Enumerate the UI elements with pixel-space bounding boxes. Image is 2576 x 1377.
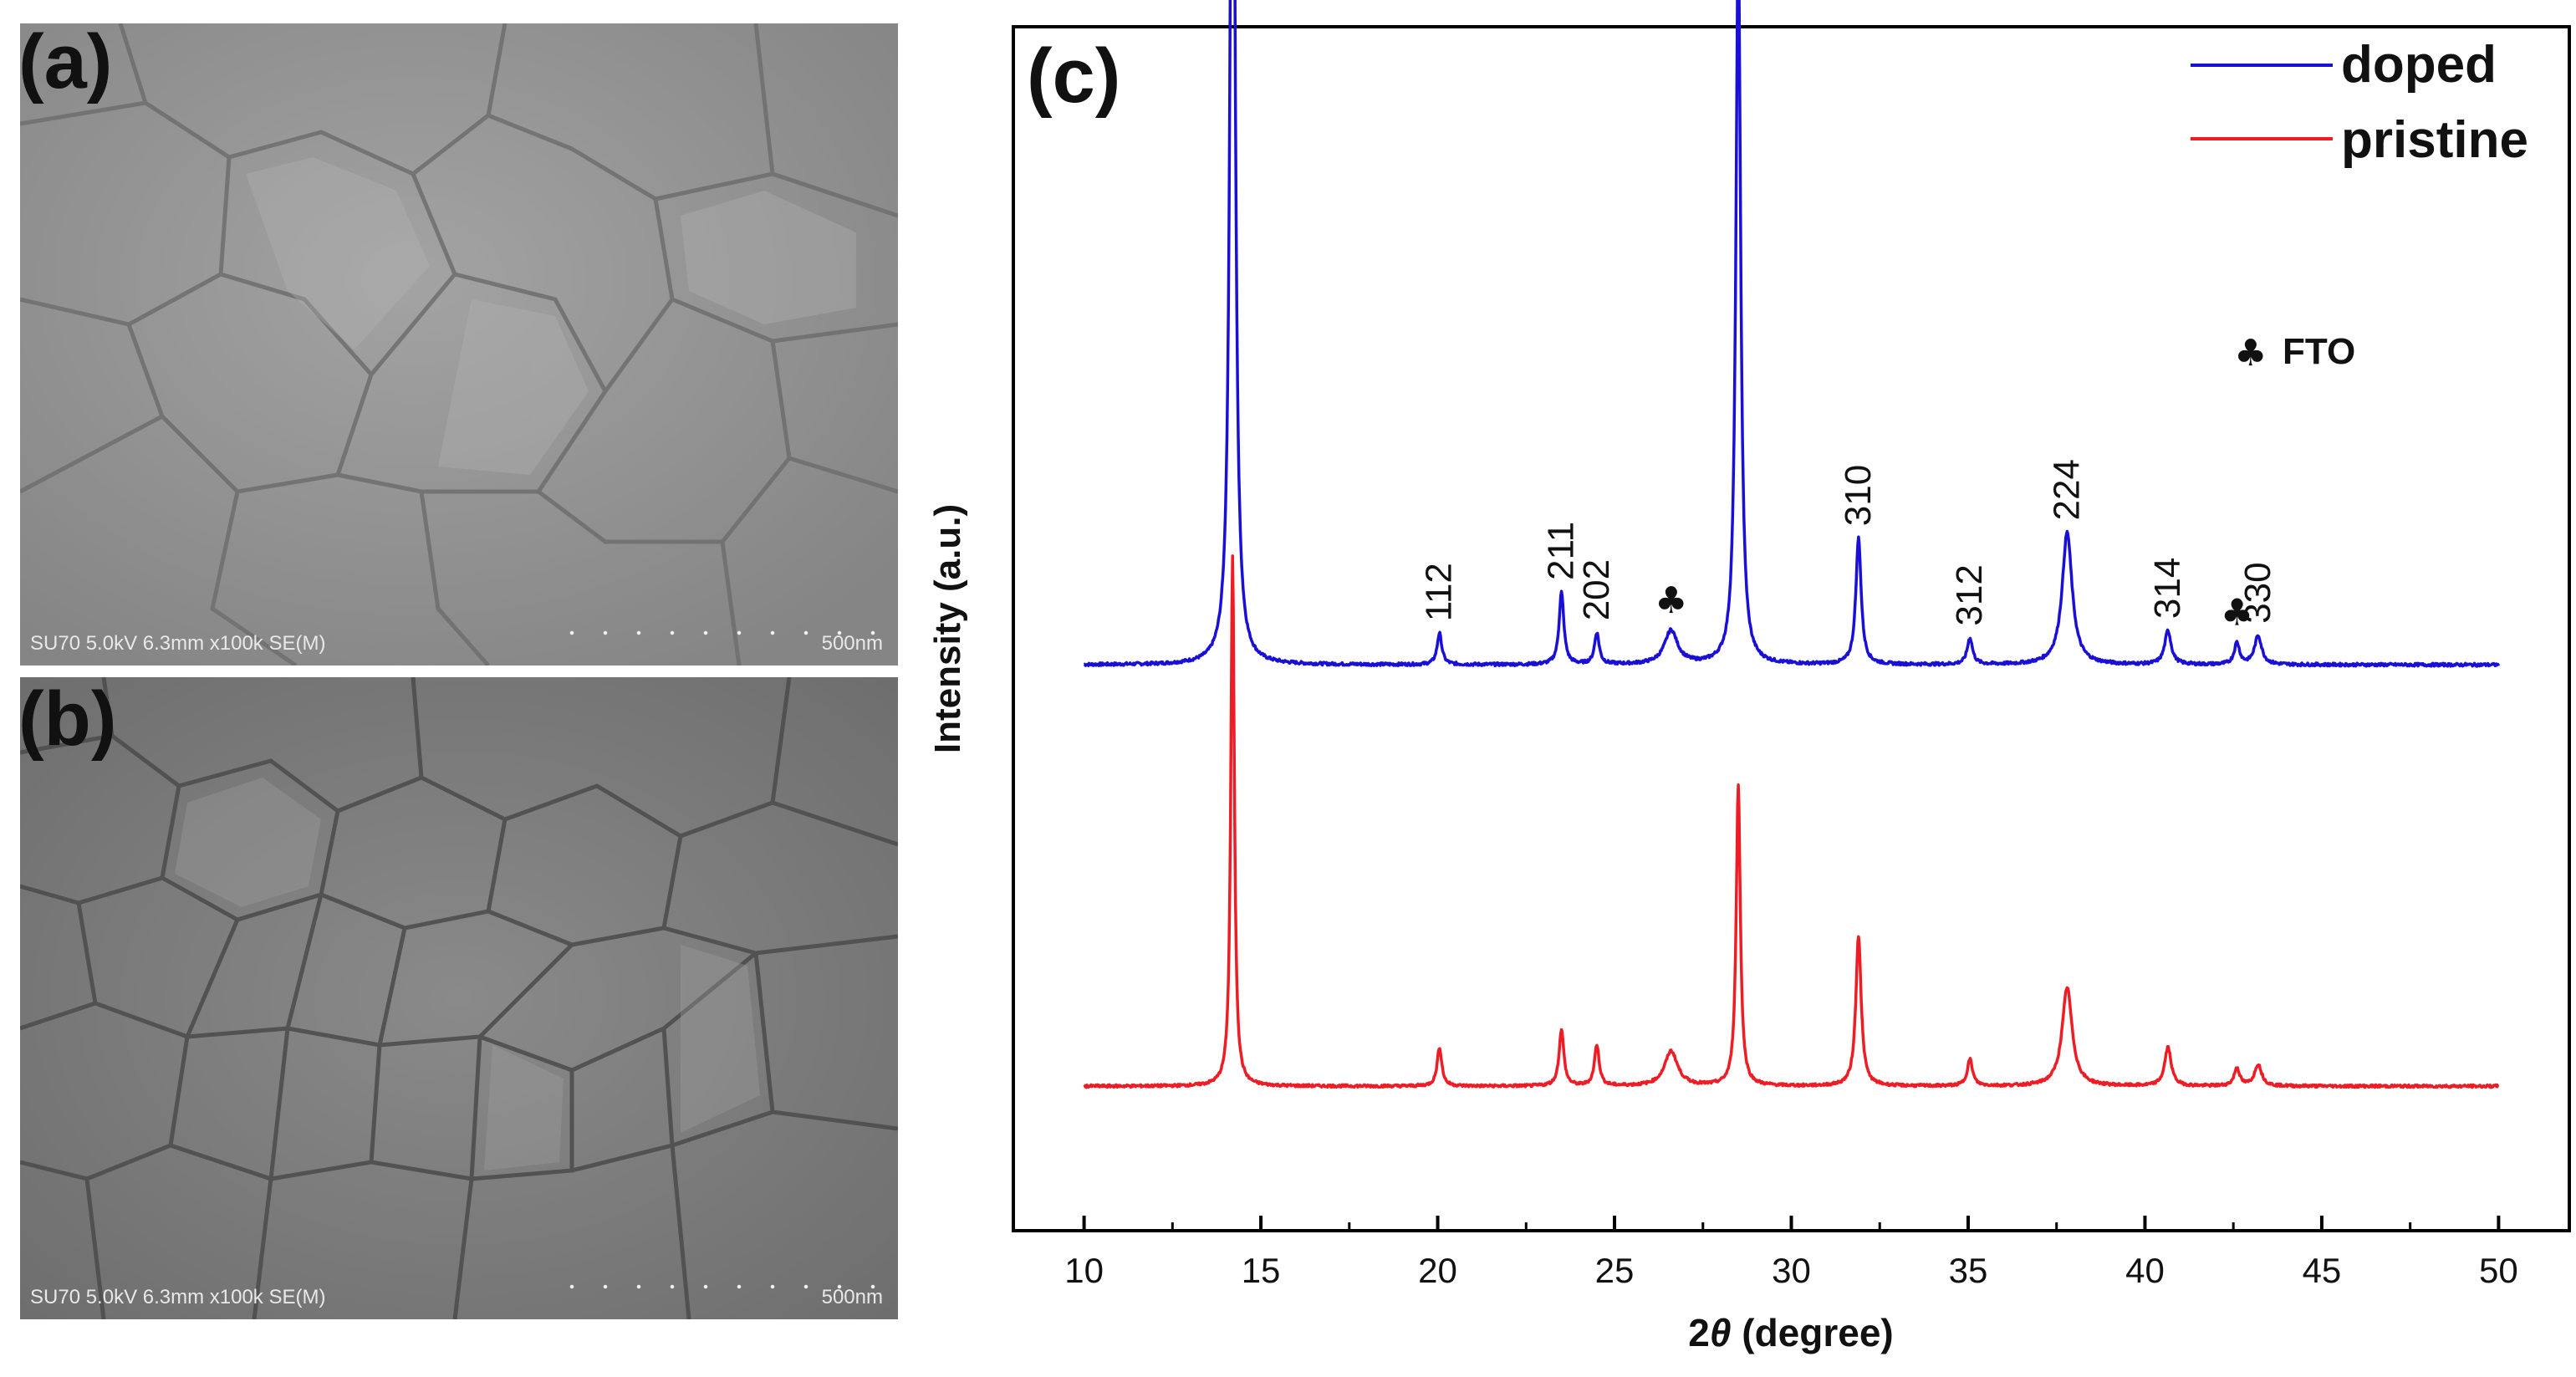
x-axis-label-prefix: 2 (1688, 1311, 1710, 1354)
peak-label: 211 (1541, 522, 1582, 580)
peak-label: 330 (2237, 562, 2278, 623)
sem-meta-text-a: SU70 5.0kV 6.3mm x100k SE(M) (30, 632, 326, 655)
series-line-doped (1083, 0, 2501, 668)
x-tick-label: 10 (1064, 1251, 1104, 1290)
x-axis-label-suffix: (degree) (1731, 1311, 1893, 1354)
x-tick-label: 35 (1949, 1251, 1988, 1290)
series-line-pristine (1083, 554, 2500, 1089)
legend-label-doped: doped (2341, 36, 2497, 94)
grain-texture-b (20, 677, 898, 1319)
x-tick-label: 30 (1772, 1251, 1811, 1290)
x-tick-label: 40 (2125, 1251, 2165, 1290)
sem-info-bar-b: SU70 5.0kV 6.3mm x100k SE(M) 500nm (20, 1281, 898, 1314)
x-tick-label: 20 (1418, 1251, 1457, 1290)
club-icon: ♣ (2234, 332, 2267, 375)
scale-bar-b (555, 1284, 890, 1289)
sem-image-b: SU70 5.0kV 6.3mm x100k SE(M) 500nm (20, 677, 898, 1319)
fto-peak-marker: ♣ (1655, 579, 1687, 622)
x-tick-label: 45 (2303, 1251, 2342, 1290)
fto-peak-marker: ♣ (2221, 592, 2253, 635)
peak-label: 310 (1838, 465, 1879, 526)
fto-legend: ♣ FTO (2234, 331, 2355, 375)
x-axis-label-theta: θ (1710, 1311, 1732, 1354)
x-tick-label: 15 (1242, 1251, 1281, 1290)
panel-label-b: (b) (18, 676, 117, 762)
panel-label-a: (a) (18, 19, 113, 105)
sem-meta-text-b: SU70 5.0kV 6.3mm x100k SE(M) (30, 1286, 326, 1308)
scale-label-a: 500nm (821, 632, 883, 655)
scale-label-b: 500nm (821, 1286, 883, 1308)
x-tick-label: 25 (1595, 1251, 1635, 1290)
series-layer (1083, 0, 2501, 1089)
legend-label-pristine: pristine (2341, 111, 2528, 169)
x-axis-ticks: 10 15 20 25 30 35 40 45 50 (1064, 1216, 2518, 1290)
peak-label: 312 (1949, 564, 1990, 625)
y-axis-label: Intensity (a.u.) (927, 504, 968, 753)
peak-label: 314 (2147, 558, 2188, 619)
sem-image-a: SU70 5.0kV 6.3mm x100k SE(M) 500nm (20, 23, 898, 666)
legend: doped pristine (2191, 36, 2528, 169)
peak-label: 224 (2046, 459, 2087, 520)
panel-label-c: (c) (1027, 33, 1120, 119)
sem-info-bar-a: SU70 5.0kV 6.3mm x100k SE(M) 500nm (20, 627, 898, 660)
peak-label: 112 (1419, 563, 1460, 621)
scale-bar-a (555, 630, 890, 635)
x-tick-label: 50 (2479, 1251, 2518, 1290)
peak-annotations: 110112211202220310312224314330♣♣ (1419, 459, 2278, 635)
fto-legend-label: FTO (2283, 331, 2355, 372)
x-axis-label: 2θ (degree) (1688, 1311, 1894, 1354)
grain-texture-a (20, 23, 898, 666)
peak-label: 202 (1576, 559, 1617, 620)
